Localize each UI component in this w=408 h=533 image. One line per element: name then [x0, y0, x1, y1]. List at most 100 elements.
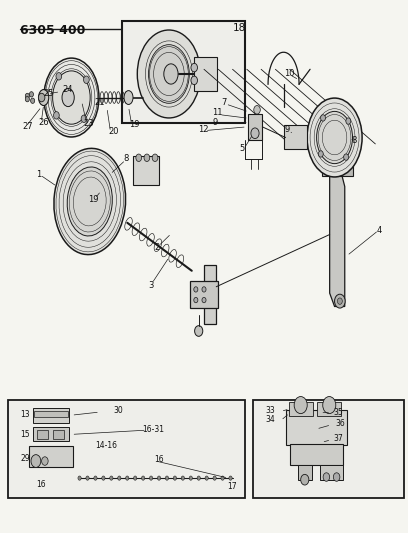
- Text: 35: 35: [334, 408, 344, 416]
- Bar: [322, 165, 353, 176]
- Circle shape: [318, 151, 323, 157]
- Circle shape: [321, 115, 326, 121]
- Text: 19: 19: [129, 120, 140, 128]
- Circle shape: [229, 476, 232, 480]
- Circle shape: [29, 92, 33, 97]
- Text: 27: 27: [22, 123, 33, 131]
- Bar: [190, 281, 218, 308]
- Circle shape: [126, 476, 129, 480]
- Text: 16-31: 16-31: [142, 425, 164, 433]
- Circle shape: [195, 326, 203, 336]
- Text: 17: 17: [227, 482, 237, 491]
- Bar: [289, 402, 313, 416]
- Circle shape: [78, 476, 81, 480]
- Circle shape: [173, 476, 177, 480]
- Circle shape: [301, 474, 309, 485]
- Text: 4: 4: [377, 227, 382, 235]
- Circle shape: [346, 118, 351, 124]
- Circle shape: [323, 397, 336, 414]
- Circle shape: [31, 98, 35, 103]
- Text: 18: 18: [233, 23, 246, 33]
- Circle shape: [205, 476, 208, 480]
- Circle shape: [94, 476, 97, 480]
- Text: 19: 19: [89, 196, 99, 204]
- Text: 33: 33: [265, 406, 275, 415]
- Circle shape: [323, 473, 330, 481]
- Text: 9: 9: [213, 118, 217, 126]
- Ellipse shape: [67, 167, 112, 236]
- Bar: [320, 465, 343, 480]
- Bar: [8, 400, 245, 498]
- Circle shape: [333, 473, 340, 481]
- Text: 9: 9: [285, 125, 290, 134]
- Bar: [33, 408, 69, 423]
- Text: 13: 13: [20, 410, 30, 419]
- Text: 37: 37: [334, 434, 344, 443]
- Ellipse shape: [44, 58, 99, 137]
- Polygon shape: [204, 265, 216, 324]
- Ellipse shape: [38, 90, 49, 106]
- Text: 26: 26: [38, 118, 49, 127]
- Circle shape: [202, 297, 206, 303]
- Text: 16: 16: [154, 456, 164, 464]
- Ellipse shape: [317, 111, 353, 164]
- Text: 12: 12: [198, 125, 209, 134]
- Circle shape: [189, 476, 193, 480]
- Circle shape: [152, 154, 158, 161]
- Circle shape: [84, 76, 89, 84]
- Bar: [122, 21, 245, 123]
- Polygon shape: [330, 171, 345, 306]
- Text: 24: 24: [62, 85, 73, 94]
- Text: 21: 21: [95, 98, 105, 107]
- Ellipse shape: [62, 88, 74, 107]
- Text: 11: 11: [212, 109, 223, 117]
- Bar: [248, 114, 262, 140]
- Text: 25: 25: [44, 90, 54, 98]
- Text: 6305 400: 6305 400: [20, 24, 86, 37]
- Circle shape: [38, 93, 45, 102]
- Bar: [33, 427, 69, 441]
- Circle shape: [337, 298, 342, 304]
- Circle shape: [181, 476, 184, 480]
- Circle shape: [213, 476, 216, 480]
- Circle shape: [194, 287, 198, 292]
- Circle shape: [191, 63, 197, 72]
- Circle shape: [144, 154, 150, 161]
- Circle shape: [165, 476, 169, 480]
- Circle shape: [221, 476, 224, 480]
- Bar: [286, 410, 347, 445]
- Circle shape: [110, 476, 113, 480]
- Ellipse shape: [164, 64, 178, 84]
- Text: 7: 7: [222, 98, 227, 107]
- Circle shape: [42, 457, 48, 465]
- Bar: [253, 400, 404, 498]
- Ellipse shape: [124, 91, 133, 104]
- Text: 36: 36: [336, 419, 346, 428]
- Ellipse shape: [307, 98, 362, 177]
- Bar: [34, 411, 68, 417]
- Circle shape: [102, 476, 105, 480]
- Ellipse shape: [149, 45, 189, 103]
- Text: 34: 34: [265, 415, 275, 424]
- Circle shape: [194, 297, 198, 303]
- Circle shape: [191, 76, 197, 85]
- Ellipse shape: [54, 148, 126, 255]
- Text: 23: 23: [84, 119, 94, 128]
- Text: 3: 3: [148, 281, 154, 289]
- Circle shape: [197, 476, 200, 480]
- Circle shape: [56, 72, 62, 80]
- Bar: [290, 444, 343, 465]
- Circle shape: [81, 115, 87, 123]
- Circle shape: [86, 476, 89, 480]
- Circle shape: [31, 455, 41, 467]
- Bar: [317, 402, 341, 416]
- Text: 8: 8: [351, 136, 357, 145]
- Text: 1: 1: [36, 170, 41, 179]
- Bar: [53, 430, 64, 439]
- Circle shape: [254, 106, 260, 114]
- Circle shape: [118, 476, 121, 480]
- Circle shape: [25, 93, 29, 99]
- Circle shape: [53, 111, 59, 119]
- Text: 15: 15: [20, 430, 30, 439]
- Bar: [284, 125, 307, 149]
